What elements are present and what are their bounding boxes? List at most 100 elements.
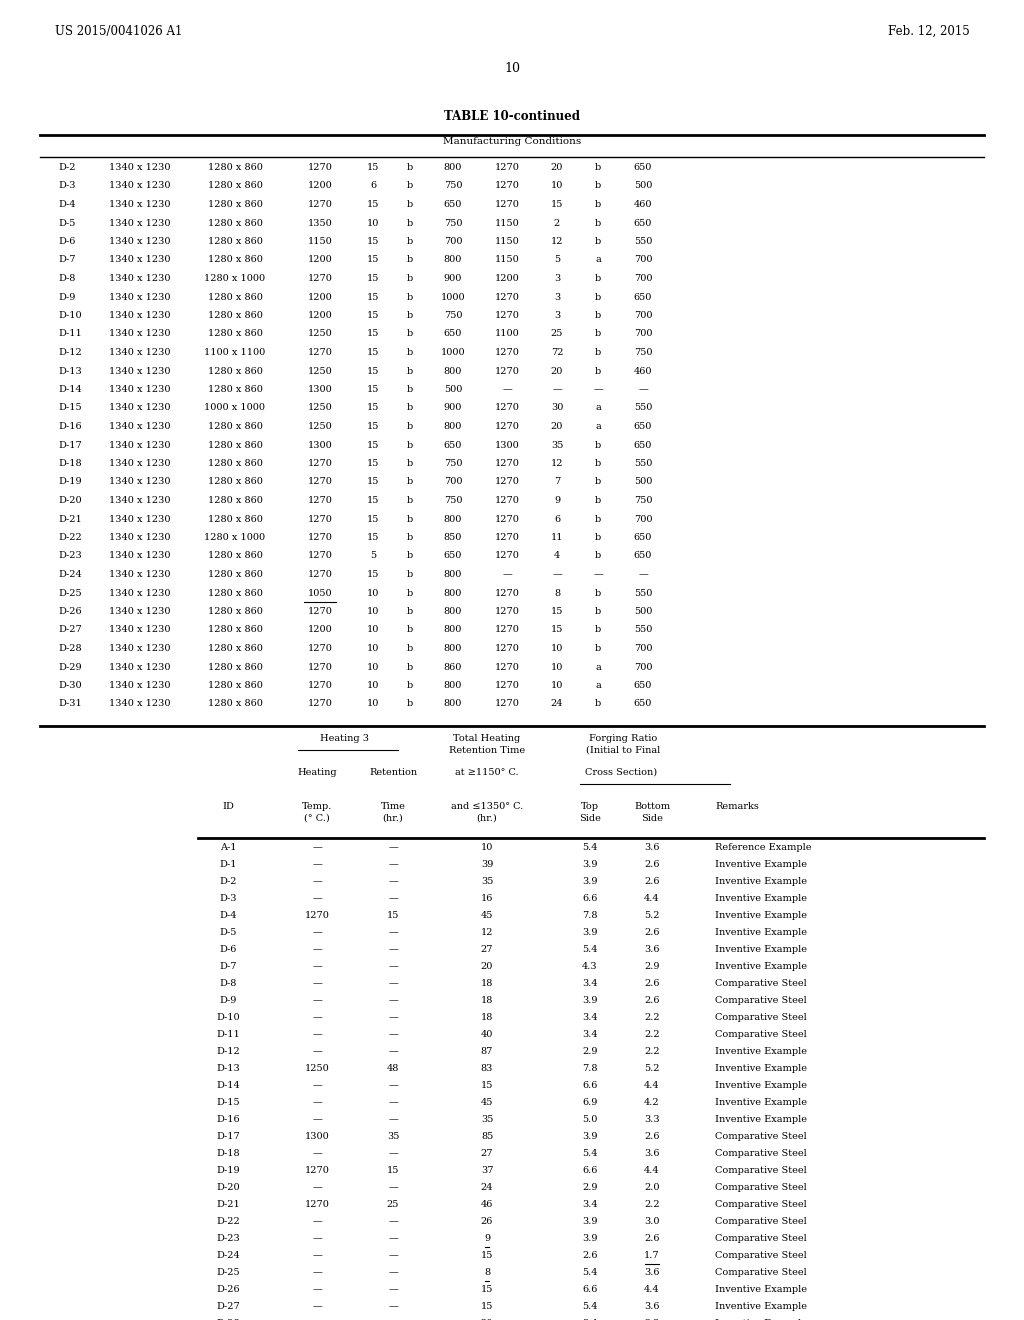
Text: 1340 x 1230: 1340 x 1230 — [110, 459, 171, 469]
Text: 1270: 1270 — [495, 404, 519, 412]
Text: b: b — [407, 404, 413, 412]
Text: 35: 35 — [481, 1115, 494, 1125]
Text: —: — — [312, 861, 322, 869]
Text: 1340 x 1230: 1340 x 1230 — [110, 422, 171, 432]
Text: 1300: 1300 — [495, 441, 519, 450]
Text: 1280 x 860: 1280 x 860 — [208, 441, 262, 450]
Text: —: — — [638, 570, 648, 579]
Text: b: b — [595, 700, 601, 709]
Text: 10: 10 — [504, 62, 520, 75]
Text: 650: 650 — [634, 441, 652, 450]
Text: Feb. 12, 2015: Feb. 12, 2015 — [888, 25, 970, 38]
Text: 900: 900 — [443, 404, 462, 412]
Text: D-6: D-6 — [219, 945, 237, 954]
Text: 800: 800 — [443, 570, 462, 579]
Text: Cross Section): Cross Section) — [585, 768, 657, 777]
Text: D-3: D-3 — [219, 894, 237, 903]
Text: 750: 750 — [443, 181, 462, 190]
Text: —: — — [312, 1302, 322, 1311]
Text: 15: 15 — [551, 626, 563, 635]
Text: 1200: 1200 — [495, 275, 519, 282]
Text: 40: 40 — [481, 1030, 494, 1039]
Text: a: a — [595, 681, 601, 690]
Text: 18: 18 — [481, 1012, 494, 1022]
Text: 800: 800 — [443, 367, 462, 375]
Text: —: — — [312, 1148, 322, 1158]
Text: b: b — [407, 570, 413, 579]
Text: Heating 3: Heating 3 — [321, 734, 370, 743]
Text: D-14: D-14 — [216, 1081, 240, 1090]
Text: b: b — [407, 681, 413, 690]
Text: 3: 3 — [554, 275, 560, 282]
Text: Inventive Example: Inventive Example — [715, 1284, 807, 1294]
Text: D-6: D-6 — [58, 238, 76, 246]
Text: 650: 650 — [634, 552, 652, 561]
Text: 87: 87 — [481, 1047, 494, 1056]
Text: 550: 550 — [634, 589, 652, 598]
Text: 1280 x 860: 1280 x 860 — [208, 570, 262, 579]
Text: 1340 x 1230: 1340 x 1230 — [110, 552, 171, 561]
Text: 1270: 1270 — [495, 644, 519, 653]
Text: 1270: 1270 — [495, 589, 519, 598]
Text: 1280 x 860: 1280 x 860 — [208, 256, 262, 264]
Text: 1270: 1270 — [307, 496, 333, 506]
Text: 39: 39 — [481, 861, 494, 869]
Text: D-16: D-16 — [58, 422, 82, 432]
Text: Comparative Steel: Comparative Steel — [715, 1217, 807, 1226]
Text: 83: 83 — [481, 1064, 494, 1073]
Text: 4.4: 4.4 — [644, 1081, 659, 1090]
Text: 700: 700 — [634, 275, 652, 282]
Text: 750: 750 — [443, 219, 462, 227]
Text: —: — — [388, 1081, 398, 1090]
Text: 10: 10 — [551, 663, 563, 672]
Text: 1270: 1270 — [495, 181, 519, 190]
Text: Bottom
Side: Bottom Side — [634, 803, 670, 822]
Text: —: — — [388, 1234, 398, 1243]
Text: A-1: A-1 — [220, 843, 237, 851]
Text: b: b — [407, 256, 413, 264]
Text: 3.4: 3.4 — [583, 979, 598, 987]
Text: 650: 650 — [634, 533, 652, 543]
Text: 650: 650 — [634, 700, 652, 709]
Text: Inventive Example: Inventive Example — [715, 928, 807, 937]
Text: 15: 15 — [367, 162, 379, 172]
Text: 1280 x 860: 1280 x 860 — [208, 607, 262, 616]
Text: 48: 48 — [387, 1064, 399, 1073]
Text: 650: 650 — [634, 293, 652, 301]
Text: —: — — [638, 385, 648, 393]
Text: 750: 750 — [443, 312, 462, 319]
Text: —: — — [593, 570, 603, 579]
Text: 2.9: 2.9 — [583, 1047, 598, 1056]
Text: 5.4: 5.4 — [583, 843, 598, 851]
Text: 1270: 1270 — [307, 607, 333, 616]
Text: 5: 5 — [554, 256, 560, 264]
Text: 10: 10 — [367, 663, 379, 672]
Text: 2.6: 2.6 — [644, 928, 659, 937]
Text: 700: 700 — [634, 644, 652, 653]
Text: b: b — [595, 459, 601, 469]
Text: 10: 10 — [551, 181, 563, 190]
Text: b: b — [595, 293, 601, 301]
Text: b: b — [595, 552, 601, 561]
Text: 1340 x 1230: 1340 x 1230 — [110, 496, 171, 506]
Text: D-2: D-2 — [58, 162, 76, 172]
Text: 1270: 1270 — [495, 533, 519, 543]
Text: 72: 72 — [551, 348, 563, 356]
Text: 3.9: 3.9 — [583, 928, 598, 937]
Text: TABLE 10-continued: TABLE 10-continued — [444, 110, 580, 123]
Text: 2.0: 2.0 — [644, 1183, 659, 1192]
Text: 15: 15 — [481, 1284, 494, 1294]
Text: 2.6: 2.6 — [644, 997, 659, 1005]
Text: 750: 750 — [443, 459, 462, 469]
Text: D-20: D-20 — [216, 1183, 240, 1192]
Text: 1340 x 1230: 1340 x 1230 — [110, 515, 171, 524]
Text: 1280 x 860: 1280 x 860 — [208, 496, 262, 506]
Text: 650: 650 — [634, 219, 652, 227]
Text: 5.0: 5.0 — [583, 1115, 598, 1125]
Text: 24: 24 — [551, 700, 563, 709]
Text: 15: 15 — [367, 312, 379, 319]
Text: 4.4: 4.4 — [644, 1284, 659, 1294]
Text: 35: 35 — [387, 1133, 399, 1140]
Text: b: b — [595, 478, 601, 487]
Text: —: — — [388, 945, 398, 954]
